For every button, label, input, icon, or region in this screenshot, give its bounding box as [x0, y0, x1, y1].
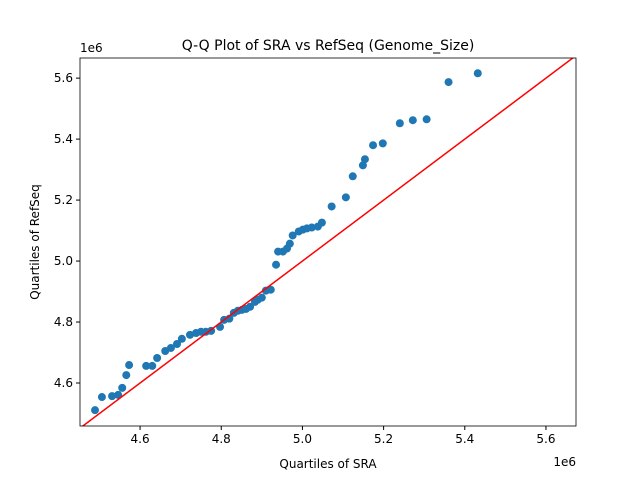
point [341, 193, 350, 202]
point [91, 406, 100, 415]
point [288, 231, 297, 240]
y-axis-label: Quartiles of RefSeq [28, 184, 42, 300]
point [369, 141, 378, 150]
point [166, 343, 175, 352]
point [327, 202, 336, 211]
point [422, 115, 431, 124]
point [153, 354, 162, 363]
y-tick-label: 4.6 [54, 376, 73, 390]
point [285, 239, 294, 248]
plot-area [81, 58, 575, 426]
y-tick-label: 5.4 [54, 132, 73, 146]
x-axis-label: Quartiles of SRA [279, 457, 377, 471]
point [114, 390, 123, 399]
point [122, 371, 131, 380]
point [348, 172, 357, 181]
point [216, 322, 225, 331]
point [125, 361, 134, 370]
x-offset-label: 1e6 [553, 455, 576, 469]
y-tick-label: 5.6 [54, 71, 73, 85]
point [185, 330, 194, 339]
point [360, 155, 369, 164]
point [142, 361, 151, 370]
point [444, 78, 453, 87]
point [317, 218, 326, 227]
point [272, 260, 281, 269]
axes-frame [79, 57, 577, 427]
y-tick-label: 5.0 [54, 254, 73, 268]
point [246, 302, 255, 311]
point [358, 161, 367, 170]
point [108, 392, 117, 401]
point [266, 285, 275, 294]
point [307, 223, 316, 232]
point [408, 116, 417, 125]
y-offset-label: 1e6 [80, 41, 103, 55]
point [97, 393, 106, 402]
point [173, 339, 182, 348]
point [378, 139, 387, 148]
point [177, 334, 186, 343]
x-tick-label: 5.2 [374, 432, 393, 446]
reference-line [81, 58, 575, 426]
x-tick-label: 5.0 [293, 432, 312, 446]
y-tick-label: 4.8 [54, 315, 73, 329]
point [395, 119, 404, 128]
point [473, 69, 482, 78]
y-tick-label: 5.2 [54, 193, 73, 207]
chart-title: Q-Q Plot of SRA vs RefSeq (Genome_Size) [182, 38, 475, 54]
x-tick-label: 4.8 [212, 432, 231, 446]
x-tick-label: 5.4 [455, 432, 474, 446]
x-tick-label: 5.6 [536, 432, 555, 446]
x-tick-label: 4.6 [131, 432, 150, 446]
point [257, 293, 266, 302]
point [118, 383, 127, 392]
point [148, 361, 157, 370]
